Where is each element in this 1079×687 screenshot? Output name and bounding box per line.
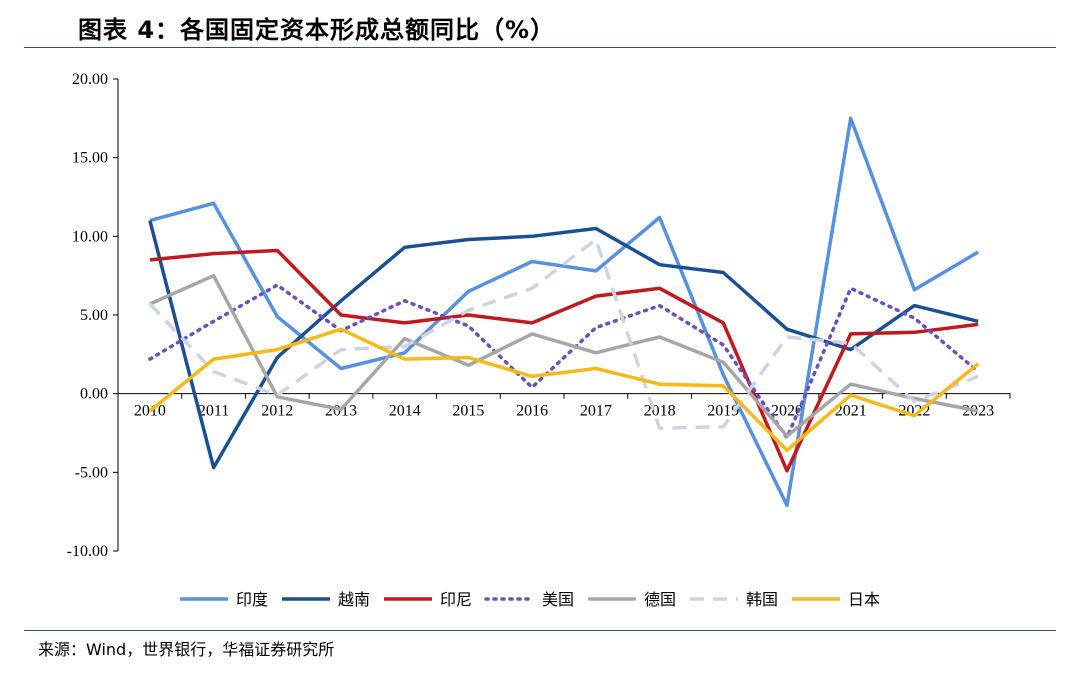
legend-label: 印尼 [440, 590, 472, 609]
x-tick-label: 2013 [325, 403, 357, 420]
legend-label: 韩国 [746, 590, 778, 609]
series-line-韩国 [148, 237, 979, 431]
x-tick-label: 2019 [707, 403, 739, 420]
series-line-印度 [149, 116, 979, 508]
x-tick-label: 2012 [261, 403, 293, 420]
legend-label: 印度 [236, 590, 268, 609]
series-line-日本 [148, 327, 980, 453]
series-line-越南 [148, 220, 979, 470]
y-tick-label: -5.00 [75, 464, 108, 481]
source-divider [24, 630, 1056, 631]
legend-label: 越南 [338, 590, 370, 609]
y-tick-label: 20.00 [72, 71, 108, 88]
x-tick-label: 2021 [835, 403, 867, 420]
series-line-美国 [148, 283, 980, 440]
x-tick-label: 2014 [389, 403, 421, 420]
y-tick-label: 0.00 [80, 386, 108, 403]
x-tick-label: 2018 [644, 403, 676, 420]
series-line-印尼 [149, 248, 979, 473]
y-tick-label: -10.00 [67, 543, 108, 560]
legend: 印度 越南 印尼 美国 德国 韩国 日本 [180, 590, 880, 609]
series-line-德国 [149, 273, 979, 438]
x-tick-label: 2015 [452, 403, 484, 420]
x-tick-label: 2010 [134, 403, 166, 420]
series-lines [148, 116, 980, 508]
x-tick-label: 2011 [198, 403, 229, 420]
y-tick-label: 15.00 [72, 150, 108, 167]
line-chart: 20.00 15.00 10.00 5.00 0.00 -5.00 -10.00 2010 20… [67, 71, 1011, 609]
source-note: 来源：Wind，世界银行，华福证券研究所 [38, 640, 335, 659]
x-tick-label: 2016 [516, 403, 548, 420]
axes: 20.00 15.00 10.00 5.00 0.00 -5.00 -10.00 2010 20… [67, 71, 1011, 560]
y-tick-label: 10.00 [72, 228, 108, 245]
title-divider [24, 47, 1056, 48]
x-tick-label: 2017 [580, 403, 612, 420]
y-tick-label: 5.00 [80, 307, 108, 324]
legend-label: 德国 [644, 590, 676, 609]
chart-title: 图表 4：各国固定资本形成总额同比（%） [78, 16, 556, 44]
legend-label: 日本 [848, 590, 880, 609]
x-tick-label: 2023 [962, 403, 994, 420]
legend-label: 美国 [542, 590, 574, 609]
